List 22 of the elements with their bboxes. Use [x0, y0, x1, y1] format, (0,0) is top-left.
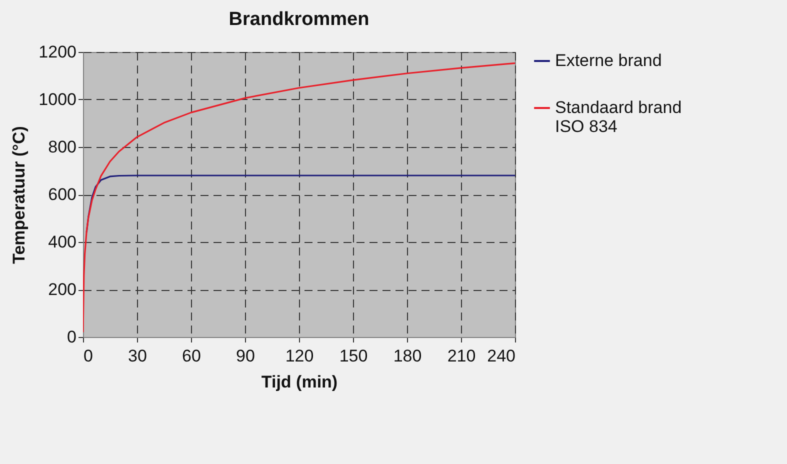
x-tick-label: 150 [339, 346, 368, 366]
y-axis-title: Temperatuur (°C) [10, 126, 29, 264]
x-axis-title: Tijd (min) [261, 372, 338, 392]
x-tick-label: 240 [487, 346, 516, 366]
legend-label: Standaard brand ISO 834 [555, 98, 682, 136]
y-tick-label: 1200 [38, 42, 76, 62]
y-tick-label: 400 [48, 232, 76, 252]
chart-title: Brandkrommen [228, 9, 370, 30]
x-tick-label: 120 [285, 346, 314, 366]
x-tick-label: 90 [236, 346, 255, 366]
y-tick-label: 1000 [38, 90, 76, 109]
x-tick-label: 0 [84, 346, 93, 366]
y-tick-label: 600 [48, 185, 76, 204]
x-tick-label: 60 [182, 346, 201, 366]
x-tick-label: 30 [128, 346, 147, 366]
y-tick-label: 200 [48, 280, 76, 299]
y-tick-label: 800 [48, 138, 76, 156]
legend-label: Externe brand [555, 51, 662, 70]
y-tick-label: 0 [67, 328, 76, 346]
x-tick-label: 180 [393, 346, 422, 366]
line-series [83, 62, 515, 334]
x-tick-label: 210 [447, 346, 476, 366]
